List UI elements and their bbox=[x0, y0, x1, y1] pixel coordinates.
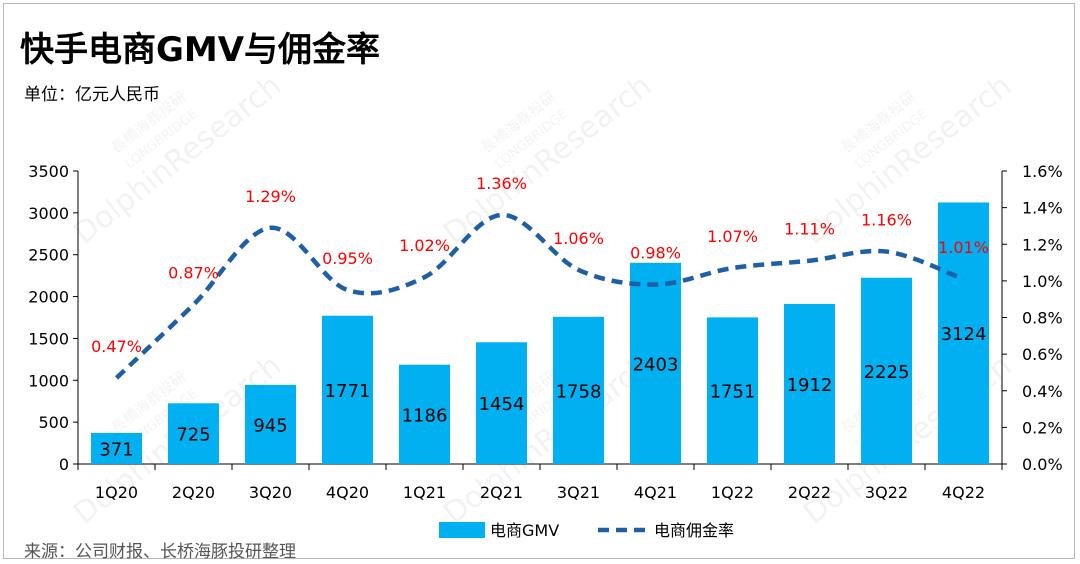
y-left-tick-label: 1000 bbox=[28, 371, 69, 390]
rate-label: 1.02% bbox=[399, 236, 450, 255]
rate-label: 1.06% bbox=[553, 229, 604, 248]
y-left-tick-label: 500 bbox=[38, 413, 69, 432]
gmv-bar-label: 3124 bbox=[941, 324, 987, 345]
source-note: 来源：公司财报、长桥海豚投研整理 bbox=[24, 542, 296, 562]
gmv-bar-label: 2403 bbox=[633, 354, 679, 375]
gmv-bar-label: 1758 bbox=[556, 381, 602, 402]
gmv-bar bbox=[707, 317, 758, 464]
gmv-bar-label: 945 bbox=[253, 415, 287, 436]
gmv-bar bbox=[630, 262, 681, 464]
gmv-bar bbox=[399, 364, 450, 464]
chart-frame bbox=[3, 3, 1075, 559]
x-tick-label: 4Q20 bbox=[326, 483, 369, 502]
y-right-tick-label: 1.0% bbox=[1022, 272, 1063, 291]
gmv-bar bbox=[938, 202, 989, 465]
x-tick-label: 2Q20 bbox=[172, 483, 215, 502]
rate-label: 1.36% bbox=[476, 174, 527, 193]
x-tick-label: 1Q20 bbox=[95, 483, 138, 502]
gmv-bar-label: 2225 bbox=[864, 362, 910, 383]
gmv-bar bbox=[476, 342, 527, 464]
x-tick-label: 3Q20 bbox=[249, 483, 292, 502]
y-left-tick-label: 2000 bbox=[28, 288, 69, 307]
x-tick-label: 4Q22 bbox=[942, 483, 985, 502]
x-tick-label: 2Q22 bbox=[788, 483, 831, 502]
y-right-tick-label: 0.0% bbox=[1022, 455, 1063, 474]
gmv-bar bbox=[245, 384, 296, 464]
y-right-tick-label: 0.2% bbox=[1022, 418, 1063, 437]
x-tick-label: 3Q21 bbox=[557, 483, 600, 502]
rate-label: 1.29% bbox=[245, 187, 296, 206]
rate-label: 1.07% bbox=[707, 227, 758, 246]
axes: 0 500 1000 1500 2000 2500 3000 3500 0.0% 0.2% 0.4%… bbox=[28, 162, 1062, 502]
gmv-bar-label: 1454 bbox=[479, 394, 525, 415]
y-right-tick-label: 0.6% bbox=[1022, 345, 1063, 364]
gmv-bar-label: 1771 bbox=[325, 381, 371, 402]
unit-label: 单位：亿元人民币 bbox=[24, 85, 160, 105]
gmv-bar-label: 371 bbox=[99, 439, 133, 460]
legend-bar-swatch bbox=[439, 522, 485, 538]
y-left-tick-label: 0 bbox=[59, 455, 69, 474]
rate-label: 0.87% bbox=[168, 264, 219, 283]
gmv-bar bbox=[784, 303, 835, 464]
y-left-tick-label: 1500 bbox=[28, 329, 69, 348]
gmv-bar-label: 1912 bbox=[787, 375, 833, 396]
y-left-tick-label: 2500 bbox=[28, 246, 69, 265]
gmv-bar-label: 1751 bbox=[710, 382, 756, 403]
x-tick-label: 1Q21 bbox=[403, 483, 446, 502]
gmv-bar bbox=[861, 277, 912, 464]
gmv-bar-label: 725 bbox=[176, 425, 210, 446]
rate-label: 1.01% bbox=[938, 238, 989, 257]
gmv-bar bbox=[322, 315, 373, 464]
legend-line-label: 电商佣金率 bbox=[654, 521, 734, 540]
chart-title: 快手电商GMV与佣金率 bbox=[20, 30, 381, 70]
y-right-tick-label: 1.6% bbox=[1022, 162, 1063, 181]
legend: 电商GMV 电商佣金率 bbox=[439, 521, 734, 540]
gmv-bar bbox=[168, 403, 219, 464]
y-right-tick-label: 0.8% bbox=[1022, 309, 1063, 328]
x-tick-label: 4Q21 bbox=[634, 483, 677, 502]
x-tick-label: 2Q21 bbox=[480, 483, 523, 502]
rate-label: 0.95% bbox=[322, 249, 373, 268]
gmv-bar-label: 1186 bbox=[402, 405, 448, 426]
gmv-bar bbox=[553, 316, 604, 464]
rate-label: 0.98% bbox=[630, 244, 681, 263]
gmv-bar bbox=[91, 432, 142, 464]
x-tick-label: 3Q22 bbox=[865, 483, 908, 502]
y-right-tick-label: 0.4% bbox=[1022, 382, 1063, 401]
commission-rate-line bbox=[114, 212, 965, 380]
bar-series: 371 725 945 1771 1186 1454 1758 2403 1751 1912 222… bbox=[91, 202, 989, 465]
rate-label: 1.11% bbox=[784, 220, 835, 239]
rate-label: 0.47% bbox=[91, 337, 142, 356]
line-series: 0.47% 0.87% 1.29% 0.95% 1.02% 1.36% 1.06% 0.98%… bbox=[91, 174, 989, 380]
legend-bar-label: 电商GMV bbox=[490, 521, 559, 540]
x-tick-label: 1Q22 bbox=[711, 483, 754, 502]
rate-label: 1.16% bbox=[861, 211, 912, 230]
y-left-tick-label: 3000 bbox=[28, 204, 69, 223]
y-right-tick-label: 1.4% bbox=[1022, 199, 1063, 218]
y-left-tick-label: 3500 bbox=[28, 162, 69, 181]
y-right-tick-label: 1.2% bbox=[1022, 235, 1063, 254]
